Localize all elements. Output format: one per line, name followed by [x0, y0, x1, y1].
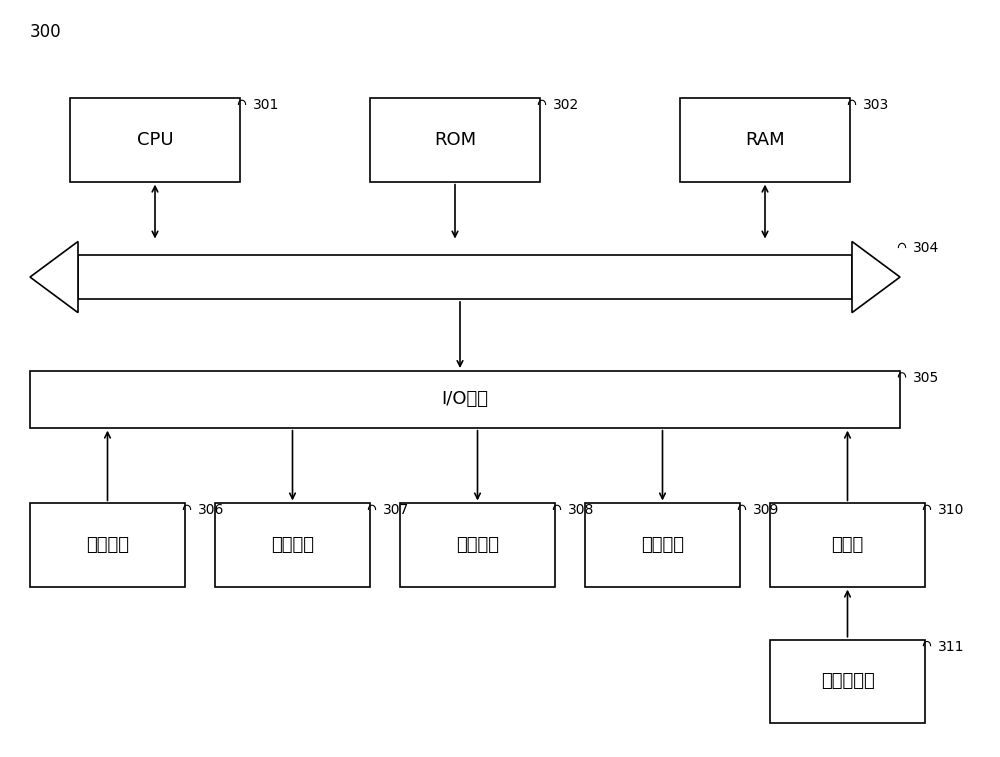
Text: 通信部分: 通信部分 — [641, 536, 684, 554]
Text: CPU: CPU — [137, 131, 173, 149]
Bar — [70, 98, 240, 182]
Text: 301: 301 — [253, 98, 279, 112]
Text: 存储部分: 存储部分 — [456, 536, 499, 554]
Bar — [770, 503, 925, 587]
Text: 310: 310 — [938, 503, 964, 517]
Text: 311: 311 — [938, 640, 964, 653]
Text: 309: 309 — [753, 503, 779, 517]
Bar — [30, 371, 900, 428]
Text: 输出部分: 输出部分 — [271, 536, 314, 554]
Bar — [215, 503, 370, 587]
Text: 驱动器: 驱动器 — [831, 536, 864, 554]
Text: 304: 304 — [913, 241, 939, 255]
Text: 308: 308 — [568, 503, 594, 517]
Bar — [30, 503, 185, 587]
Bar — [585, 503, 740, 587]
Bar — [78, 255, 852, 299]
Text: 302: 302 — [553, 98, 579, 112]
Text: RAM: RAM — [745, 131, 785, 149]
Text: I/O接口: I/O接口 — [441, 391, 488, 408]
Text: 输入部分: 输入部分 — [86, 536, 129, 554]
Bar — [370, 98, 540, 182]
Polygon shape — [852, 241, 900, 313]
Bar — [680, 98, 850, 182]
Text: 300: 300 — [30, 23, 62, 41]
Text: 306: 306 — [198, 503, 224, 517]
Text: ROM: ROM — [434, 131, 476, 149]
Text: 305: 305 — [913, 371, 939, 385]
Bar — [770, 640, 925, 723]
Text: 307: 307 — [383, 503, 409, 517]
Bar — [400, 503, 555, 587]
Polygon shape — [30, 241, 78, 313]
Text: 可拆卸介质: 可拆卸介质 — [821, 672, 874, 690]
Text: 303: 303 — [863, 98, 889, 112]
